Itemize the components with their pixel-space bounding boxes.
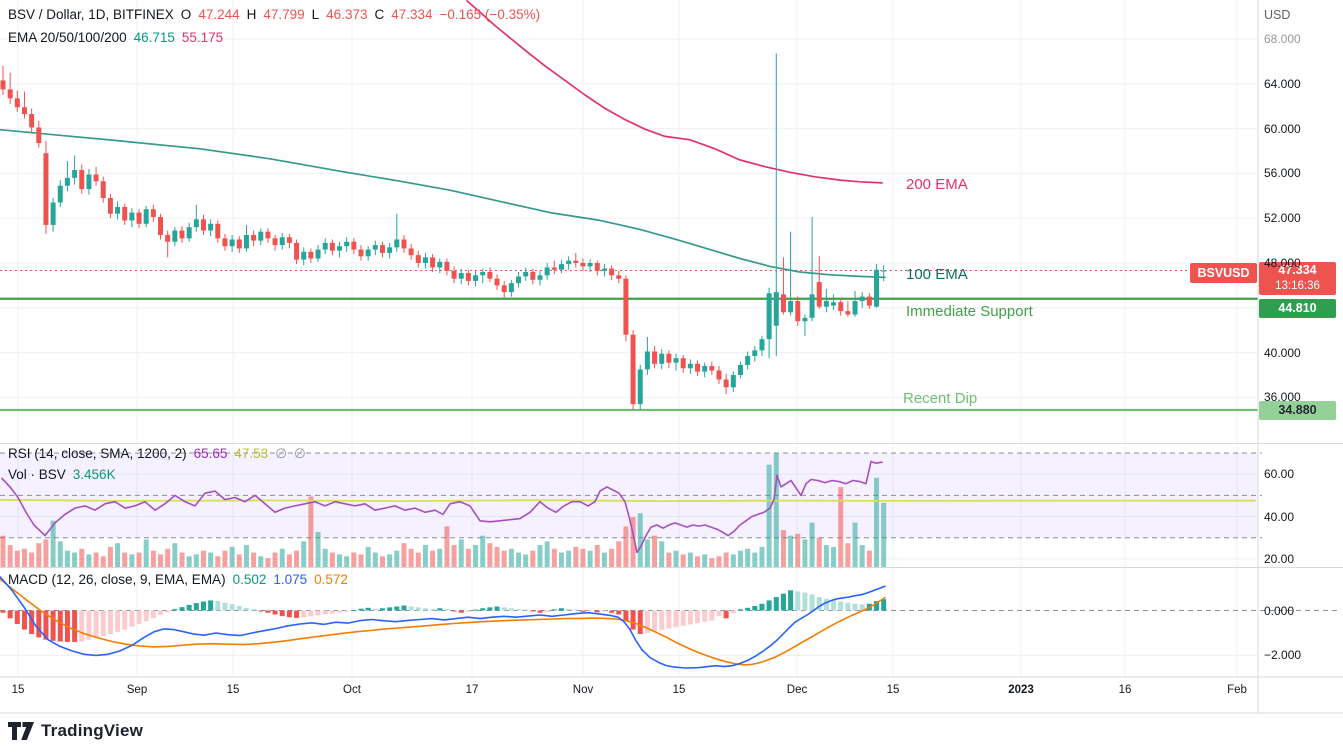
last-price-label: 47.334 13:16:36	[1259, 262, 1336, 295]
macd-header-title[interactable]: MACD (12, 26, close, 9, EMA, EMA)	[8, 572, 226, 587]
price-tick-label: 48.000	[1264, 256, 1301, 270]
rsi-header: RSI (14, close, SMA, 1200, 2) 65.65 47.53 ∅…	[8, 446, 313, 462]
ohlc-high: H 47.799	[246, 7, 305, 22]
symbol-header: BSV / Dollar, 1D, BITFINEX O 47.244 H 47.799…	[8, 7, 547, 22]
tradingview-logo-text: TradingView	[41, 721, 144, 740]
time-tick-label: 15	[672, 684, 686, 696]
price-tick-label: 68.000	[1264, 32, 1301, 46]
rsi-value: 65.65	[193, 446, 228, 461]
recent-dip-label[interactable]: Recent Dip	[903, 390, 978, 407]
tradingview-logo[interactable]: TradingView	[8, 721, 143, 741]
time-tick-label: 15	[226, 684, 240, 696]
macd-signal-value: 0.572	[314, 572, 348, 587]
price-tick-label: 36.000	[1264, 390, 1301, 405]
macd-header: MACD (12, 26, close, 9, EMA, EMA) 0.502 1.…	[8, 572, 355, 587]
time-axis[interactable]: 15 Sep 15 Oct 17 Nov 15 Dec 15 2023 16 Feb	[0, 677, 1258, 713]
time-tick-label: 2023	[1008, 684, 1034, 696]
ema-header-title[interactable]: EMA 20/50/100/200	[8, 30, 127, 45]
volume-header: Vol · BSV 3.456K	[8, 467, 123, 482]
ema-header: EMA 20/50/100/200 46.715 55.175	[8, 30, 230, 45]
ohlc-open: O 47.244	[180, 7, 240, 22]
macd-hist-value: 0.502	[232, 572, 267, 587]
ohlc-low: L 46.373	[311, 7, 368, 22]
time-tick-label: 17	[465, 684, 479, 696]
macd-tick-label: −2.000	[1264, 648, 1302, 663]
support-price-label: 44.810	[1259, 299, 1336, 318]
macd-line-value: 1.075	[273, 572, 308, 587]
volume-header-title[interactable]: Vol · BSV	[8, 467, 66, 482]
time-tick-label: Sep	[126, 684, 148, 696]
macd-tick-label: 0.000	[1264, 603, 1295, 618]
currency-label: USD	[1264, 8, 1291, 22]
time-tick-label: Nov	[572, 684, 594, 696]
time-tick-label: 15	[886, 684, 900, 696]
price-tick-label: 60.000	[1264, 121, 1301, 136]
rsi-empty-icon: ∅	[293, 446, 306, 461]
rsi-empty-icon: ∅	[275, 446, 287, 461]
rsi-tick-label: 60.00	[1264, 467, 1295, 482]
ema100-line-label[interactable]: 100 EMA	[906, 266, 968, 283]
price-tick-label: 64.000	[1264, 76, 1301, 91]
price-tick-label: 52.000	[1264, 211, 1301, 226]
ema200-value: 55.175	[181, 30, 224, 45]
ohlc-close: C 47.334	[374, 7, 433, 22]
immediate-support-label[interactable]: Immediate Support	[906, 303, 1033, 320]
price-tick-label: 56.000	[1264, 166, 1301, 181]
price-tick-label: 40.000	[1264, 345, 1301, 360]
time-tick-label: 15	[11, 684, 25, 696]
change-value: −0.165 (−0.35%)	[439, 7, 541, 22]
time-tick-label: Dec	[786, 684, 808, 696]
time-tick-label: Oct	[343, 684, 361, 696]
last-price-value: 47.334	[1278, 263, 1317, 277]
tradingview-logo-icon	[8, 721, 34, 741]
volume-value: 3.456K	[72, 467, 116, 482]
symbol-price-badge: BSVUSD	[1190, 263, 1257, 283]
bar-countdown: 13:16:36	[1275, 280, 1320, 292]
symbol-title[interactable]: BSV / Dollar, 1D, BITFINEX	[8, 7, 174, 22]
dip-price-label: 34.880	[1259, 401, 1336, 420]
time-tick-label: Feb	[1227, 684, 1247, 696]
ema200-line-label[interactable]: 200 EMA	[906, 176, 968, 193]
rsi-tick-label: 40.00	[1264, 509, 1295, 524]
rsi-header-title[interactable]: RSI (14, close, SMA, 1200, 2)	[8, 446, 187, 461]
rsi-tick-label: 20.00	[1264, 551, 1295, 566]
rsi-ma-value: 47.53	[234, 446, 269, 461]
ema100-value: 46.715	[133, 30, 175, 45]
time-tick-label: 16	[1118, 684, 1132, 696]
